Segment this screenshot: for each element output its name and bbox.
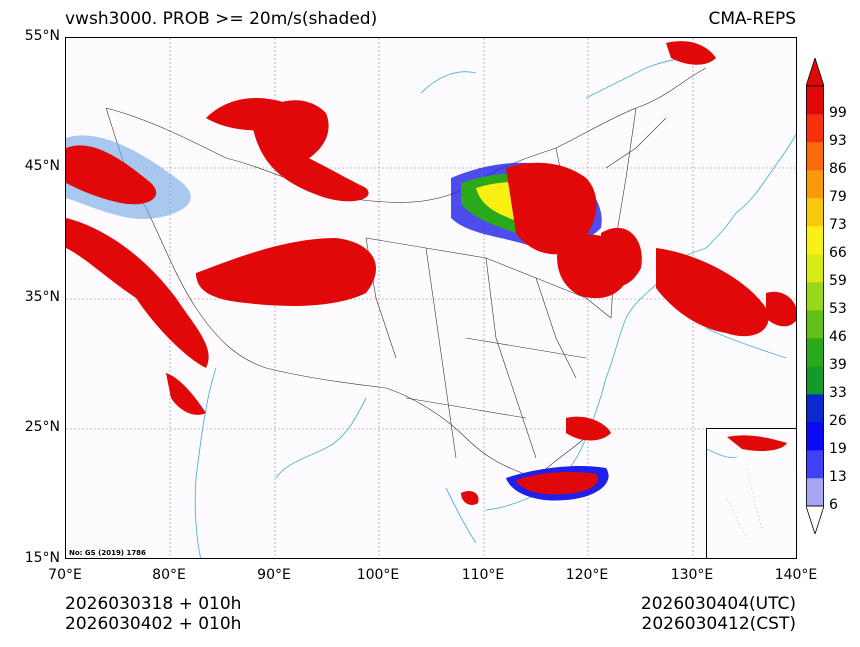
colorbar-segment (806, 450, 824, 479)
colorbar-segment (806, 170, 824, 199)
chart-title: vwsh3000. PROB >= 20m/s(shaded) (65, 9, 378, 29)
footer-right: 2026030404(UTC) 2026030412(CST) (641, 594, 796, 634)
lon-label-80: 80°E (152, 567, 186, 583)
colorbar-segment (806, 310, 824, 339)
lon-label-140: 140°E (774, 567, 818, 583)
colorbar-segment (806, 478, 824, 507)
lat-label-25: 25°N (24, 419, 60, 435)
colorbar-label: 33 (829, 385, 847, 401)
colorbar-segment (806, 198, 824, 227)
colorbar-segment (806, 394, 824, 423)
map-area (65, 37, 797, 559)
colorbar-label: 13 (829, 469, 847, 485)
footer-left: 2026030318 + 010h 2026030402 + 010h (65, 594, 241, 634)
colorbar-segment (806, 338, 824, 367)
colorbar-segment (806, 282, 824, 311)
south-china-sea-inset (706, 428, 797, 559)
lat-label-55: 55°N (24, 28, 60, 44)
valid-time-cst: 2026030412(CST) (641, 614, 796, 634)
lon-label-120: 120°E (565, 567, 609, 583)
probability-shading (66, 41, 796, 505)
colorbar-label: 66 (829, 245, 847, 261)
colorbar-label: 86 (829, 161, 847, 177)
colorbar-segment (806, 422, 824, 451)
colorbar-label: 39 (829, 357, 847, 373)
colorbar-segment (806, 366, 824, 395)
colorbar-label: 26 (829, 413, 847, 429)
init-time-cst: 2026030402 + 010h (65, 614, 242, 634)
inset-canvas (707, 435, 787, 540)
lon-label-100: 100°E (356, 567, 400, 583)
colorbar-extend-max (806, 58, 824, 87)
lon-label-90: 90°E (257, 567, 291, 583)
colorbar-label: 6 (829, 497, 838, 513)
colorbar-label: 59 (829, 273, 847, 289)
lat-label-35: 35°N (24, 289, 60, 305)
colorbar-label: 46 (829, 329, 847, 345)
colorbar-label: 93 (829, 133, 847, 149)
map-canvas (66, 38, 796, 558)
colorbar-segment (806, 254, 824, 283)
colorbar (806, 58, 824, 534)
colorbar-label: 53 (829, 301, 847, 317)
colorbar-segment (806, 226, 824, 255)
model-source: CMA-REPS (708, 9, 796, 29)
colorbar-extend-min (806, 505, 824, 534)
colorbar-segment (806, 142, 824, 171)
colorbar-label: 73 (829, 217, 847, 233)
lon-label-70: 70°E (48, 567, 82, 583)
valid-time-utc: 2026030404(UTC) (640, 594, 796, 614)
init-time-utc: 2026030318 + 010h (65, 594, 242, 614)
colorbar-label: 99 (829, 105, 847, 121)
colorbar-segment (806, 86, 824, 115)
lat-label-15: 15°N (24, 550, 60, 566)
lat-label-45: 45°N (24, 158, 60, 174)
colorbar-segment (806, 114, 824, 143)
lon-label-130: 130°E (670, 567, 714, 583)
colorbar-label: 79 (829, 189, 847, 205)
colorbar-label: 19 (829, 441, 847, 457)
map-approval-number: No: GS (2019) 1786 (69, 549, 146, 557)
lon-label-110: 110°E (461, 567, 505, 583)
